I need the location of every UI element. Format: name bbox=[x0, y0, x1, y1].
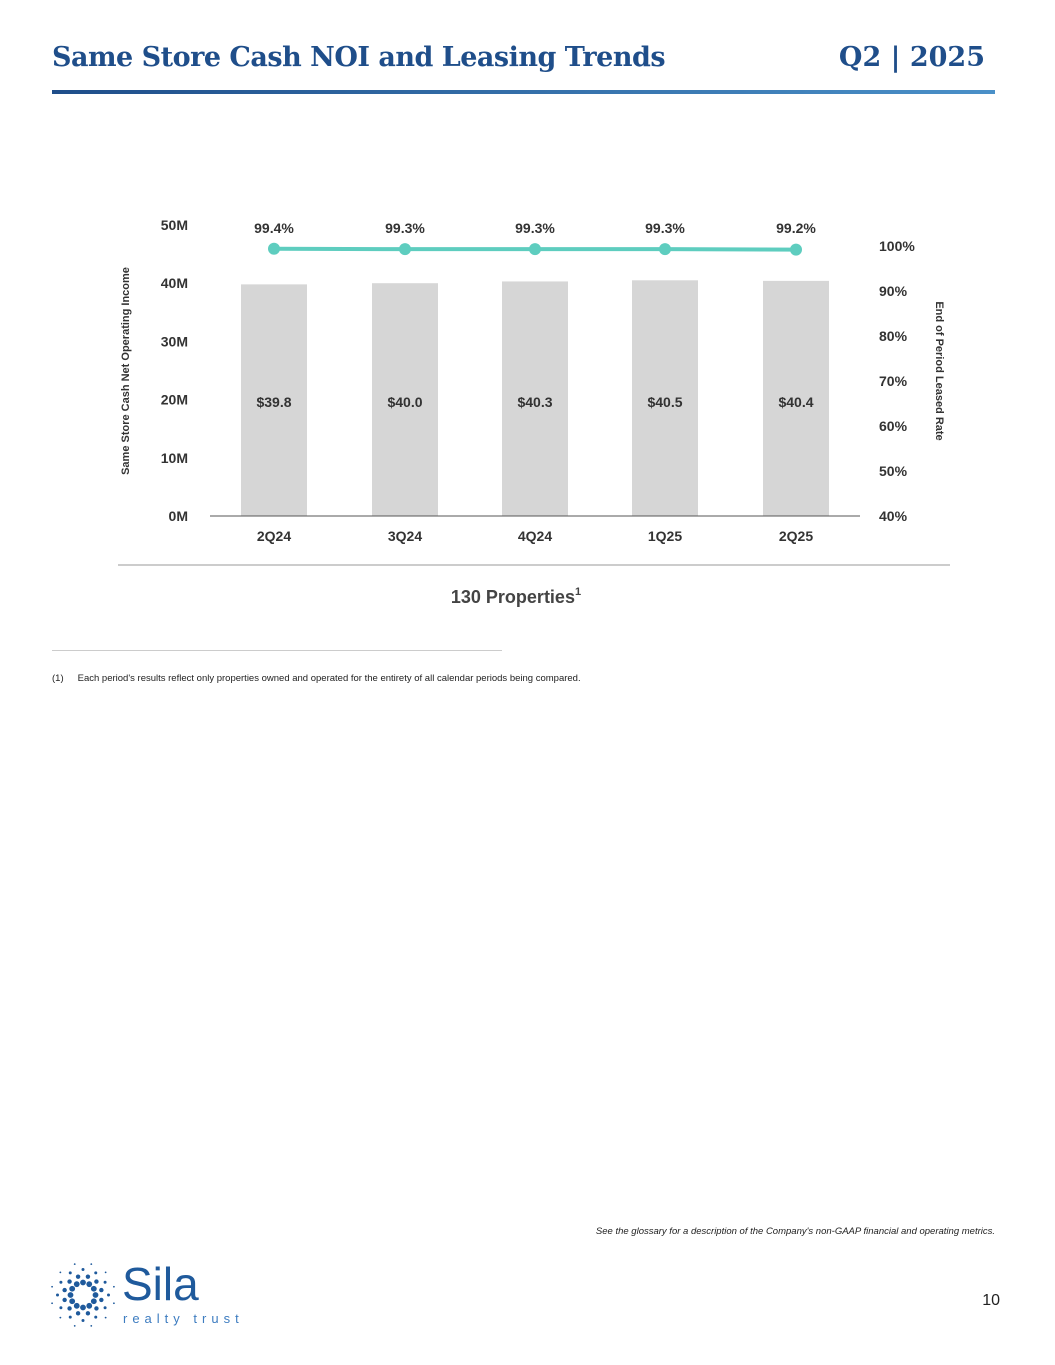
y-axis-title: Same Store Cash Net Operating Income bbox=[120, 267, 132, 475]
y-tick-label: 40M bbox=[161, 275, 188, 291]
leased-rate-label: 99.3% bbox=[385, 220, 425, 236]
footnote-text: Each period's results reflect only prope… bbox=[77, 673, 581, 684]
leased-rate-label: 99.3% bbox=[515, 220, 555, 236]
y2-tick-label: 40% bbox=[879, 508, 908, 524]
bar-value-label: $40.0 bbox=[387, 394, 422, 410]
header-rule bbox=[52, 90, 995, 94]
period-label: Q2 | 2025 bbox=[838, 42, 985, 73]
y-tick-label: 30M bbox=[161, 333, 188, 349]
sunburst-icon bbox=[51, 1263, 115, 1327]
leased-rate-label: 99.2% bbox=[776, 220, 816, 236]
footnote-rule bbox=[52, 650, 502, 651]
leased-rate-point bbox=[268, 242, 280, 255]
x-tick-label: 1Q25 bbox=[648, 528, 682, 544]
bar bbox=[763, 280, 829, 516]
bar-value-label: $40.5 bbox=[647, 394, 682, 410]
y-tick-label: 0M bbox=[169, 508, 188, 524]
bar bbox=[241, 284, 307, 516]
footnote-marker: (1) bbox=[52, 673, 64, 684]
logo-name: Sila bbox=[122, 1260, 199, 1310]
bar bbox=[372, 283, 438, 516]
leased-rate-label: 99.4% bbox=[254, 220, 294, 236]
leased-rate-point bbox=[659, 243, 671, 256]
y2-tick-label: 100% bbox=[879, 238, 915, 254]
sila-logo: Sila realty trust bbox=[51, 1260, 244, 1327]
logo-tagline: realty trust bbox=[123, 1311, 244, 1326]
y2-tick-label: 70% bbox=[879, 373, 908, 389]
page-number: 10 bbox=[982, 1292, 1000, 1309]
bar bbox=[632, 280, 698, 516]
x-tick-label: 3Q24 bbox=[388, 528, 422, 544]
y2-tick-label: 90% bbox=[879, 283, 908, 299]
combo-chart: 0M 10M 20M 30M 40M 50M 40% 50% 60% 70% 80% 90% 100% $… bbox=[118, 217, 950, 607]
bar-value-label: $40.3 bbox=[517, 394, 552, 410]
y2-tick-label: 80% bbox=[879, 328, 908, 344]
leased-rate-point bbox=[399, 243, 411, 256]
page-title: Same Store Cash NOI and Leasing Trends bbox=[52, 42, 666, 73]
y2-tick-label: 60% bbox=[879, 418, 908, 434]
x-tick-label: 4Q24 bbox=[518, 528, 552, 544]
leased-rate-point bbox=[529, 243, 541, 256]
glossary-note: See the glossary for a description of th… bbox=[595, 1226, 995, 1237]
bar bbox=[502, 281, 568, 516]
leased-rate-label: 99.3% bbox=[645, 220, 685, 236]
footnote: (1) Each period's results reflect only pr… bbox=[52, 673, 581, 684]
bar-value-label: $40.4 bbox=[778, 394, 813, 410]
leased-rate-point bbox=[790, 243, 802, 256]
y-tick-label: 10M bbox=[161, 450, 188, 466]
y2-axis-title: End of Period Leased Rate bbox=[933, 301, 945, 440]
y-tick-label: 20M bbox=[161, 392, 188, 408]
x-tick-label: 2Q24 bbox=[257, 528, 291, 544]
x-tick-label: 2Q25 bbox=[779, 528, 813, 544]
x-axis-title: 130 Properties1 bbox=[451, 586, 581, 607]
y-tick-label: 50M bbox=[161, 217, 188, 233]
bar-value-label: $39.8 bbox=[256, 394, 291, 410]
y2-tick-label: 50% bbox=[879, 463, 908, 479]
